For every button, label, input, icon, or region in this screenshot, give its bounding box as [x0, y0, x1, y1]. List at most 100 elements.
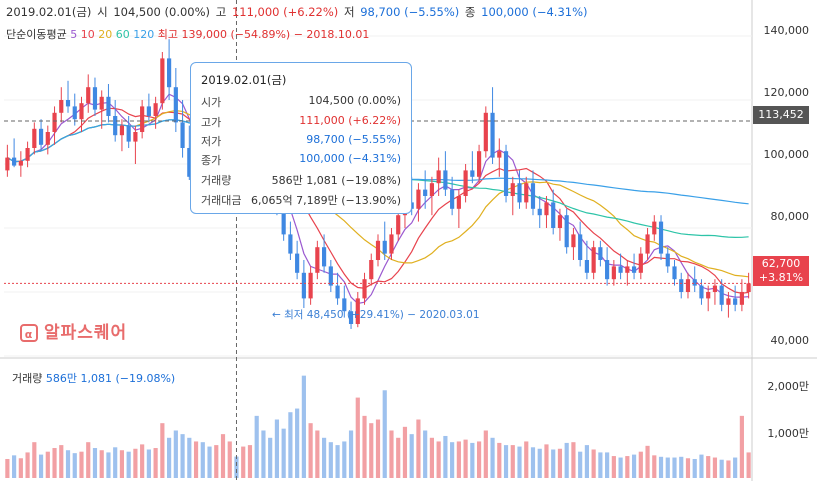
candle-body: [315, 247, 320, 273]
volume-bar: [32, 442, 37, 478]
tooltip-row-amount: 거래대금 6,065억 7,189만 (−13.90%): [201, 192, 401, 208]
y-tick-label: 120,000: [763, 86, 810, 99]
volume-bar: [382, 390, 387, 478]
candle-body: [45, 132, 50, 145]
tooltip-value: 100,000 (−4.31%): [299, 152, 401, 165]
volume-bar: [38, 454, 44, 478]
candle-body: [490, 112, 495, 158]
volume-bar: [739, 415, 744, 478]
candle-body: [65, 100, 71, 107]
candle-body: [362, 279, 367, 299]
volume-bar: [375, 419, 381, 478]
alpha-icon: α: [20, 324, 38, 342]
header-close-value: 100,000 (−4.31%): [481, 5, 588, 19]
volume-bar: [200, 442, 205, 478]
volume-bar: [126, 451, 131, 478]
volume-bar: [25, 452, 30, 478]
volume-bar: [335, 445, 340, 478]
volume-bar: [638, 451, 643, 478]
ma-period-60[interactable]: 60: [115, 28, 130, 41]
candle-body: [416, 189, 421, 209]
volume-bar: [153, 448, 158, 478]
current-price-tag: 62,700 +3.81%: [753, 256, 809, 286]
volume-bar: [207, 446, 212, 478]
candle-body: [685, 279, 691, 292]
volume-bar: [463, 439, 468, 478]
volume-bar: [706, 456, 711, 478]
tooltip-row-volume: 거래량 586만 1,081 (−19.08%): [201, 172, 401, 188]
ma-period-20[interactable]: 20: [98, 28, 113, 41]
volume-bar: [322, 437, 327, 478]
volume-bar: [685, 458, 691, 478]
candle-body: [281, 208, 286, 235]
tooltip-value: 111,000 (+6.22%): [299, 114, 401, 127]
volume-bar: [295, 408, 300, 478]
candle-body: [692, 279, 697, 286]
volume-bar: [261, 430, 266, 478]
low-marker-text: 최저 48,450 (+29.41%) − 2020.03.01: [284, 309, 480, 321]
tooltip-row-open: 시가 104,500 (0.00%): [201, 94, 401, 110]
volume-bar: [571, 442, 576, 478]
volume-bar: [510, 445, 515, 478]
volume-bar: [591, 449, 596, 478]
candle-body: [140, 106, 145, 132]
tooltip-key: 시가: [201, 96, 222, 109]
volume-bar: [241, 446, 246, 478]
candle-body: [99, 96, 104, 110]
volume-bar: [733, 457, 738, 478]
volume-bar: [456, 441, 461, 478]
candle-body: [187, 148, 192, 177]
volume-bar: [598, 452, 603, 478]
all-time-high-note: 최고 139,000 (−54.89%) − 2018.10.01: [157, 28, 370, 41]
candle-body: [625, 266, 630, 273]
header-high-value: 111,000 (+6.22%): [231, 5, 339, 19]
candle-body: [301, 272, 306, 299]
header-high-label: 고: [215, 5, 227, 19]
tooltip-key: 거래량: [201, 174, 232, 187]
ma-legend[interactable]: 단순이동평균 5 10 20 60 120 최고 139,000 (−54.89…: [6, 26, 369, 42]
volume-bar: [193, 441, 199, 478]
candle-body: [153, 103, 158, 116]
volume-bar: [490, 437, 495, 478]
candle-body: [672, 266, 677, 280]
volume-bar: [288, 412, 293, 478]
candle-body: [699, 285, 704, 299]
volume-bar: [658, 456, 664, 478]
candle-body: [375, 240, 381, 260]
volume-bar: [537, 448, 542, 478]
candle-body: [706, 292, 711, 299]
candle-body: [591, 247, 596, 273]
volume-tick-label: 2,000만: [767, 380, 809, 393]
volume-bar: [86, 442, 91, 478]
candle-body: [423, 189, 428, 196]
tooltip-value: 6,065억 7,189만 (−13.90%): [251, 194, 401, 207]
volume-bar: [99, 450, 104, 478]
candle-body: [739, 292, 744, 305]
volume-bar: [618, 457, 623, 478]
volume-bar: [328, 442, 333, 478]
tooltip-row-low: 저가 98,700 (−5.55%): [201, 133, 401, 149]
volume-bar: [133, 448, 138, 478]
candle-body: [308, 272, 313, 299]
candle-body: [59, 100, 64, 113]
ma-period-5[interactable]: 5: [70, 28, 78, 41]
volume-bar: [301, 375, 306, 478]
candle-body: [631, 266, 637, 273]
volume-bar: [584, 445, 589, 478]
ma-line-10: [7, 107, 749, 294]
low-marker-label: ← 최저 48,450 (+29.41%) − 2020.03.01: [272, 309, 480, 321]
volume-bar: [65, 450, 71, 478]
brand-logo: α 알파스퀘어: [20, 318, 127, 343]
candle-body: [476, 151, 482, 177]
candle-body: [618, 266, 623, 273]
ohlc-tooltip: 2019.02.01(금) 시가 104,500 (0.00%) 고가 111,00…: [190, 62, 412, 214]
candle-body: [564, 215, 569, 248]
y-tick-label: 100,000: [763, 148, 810, 161]
ma-period-10[interactable]: 10: [80, 28, 95, 41]
volume-bar: [652, 455, 657, 478]
candle-body: [497, 151, 502, 158]
candle-body: [679, 279, 684, 292]
ma-period-120[interactable]: 120: [133, 28, 155, 41]
candle-body: [86, 87, 91, 104]
header-open-value: 104,500 (0.00%): [113, 5, 211, 19]
